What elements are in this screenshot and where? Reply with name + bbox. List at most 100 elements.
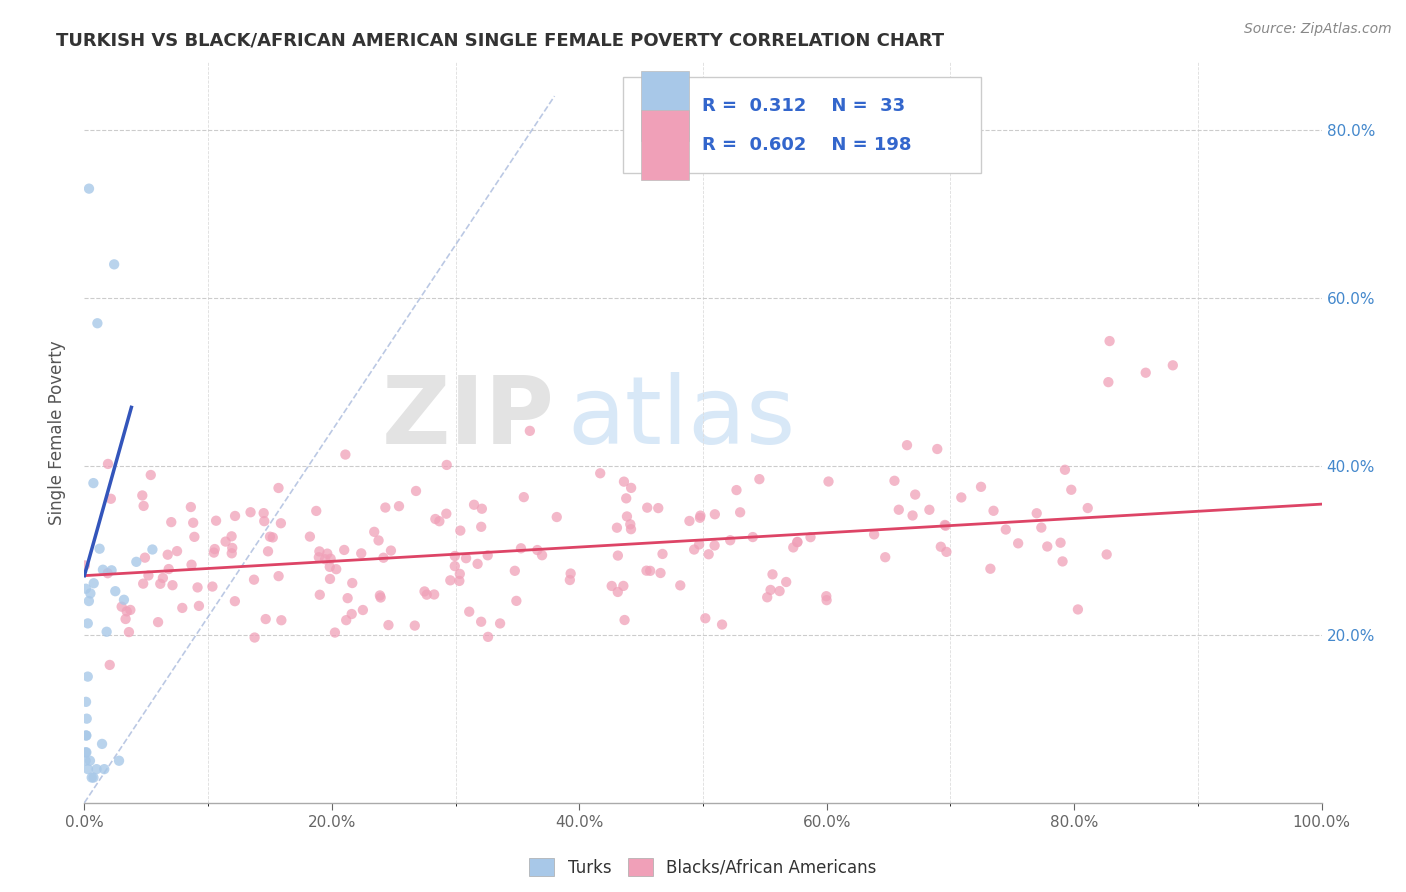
Point bbox=[650, 566, 672, 580]
Point bbox=[606, 585, 628, 599]
Point bbox=[270, 516, 292, 531]
Point bbox=[1098, 334, 1121, 348]
Point bbox=[689, 508, 711, 523]
Point bbox=[91, 737, 114, 751]
Point bbox=[75, 695, 97, 709]
Point bbox=[1031, 520, 1053, 534]
Y-axis label: Single Female Poverty: Single Female Poverty bbox=[48, 341, 66, 524]
Point bbox=[1077, 501, 1099, 516]
Point bbox=[775, 574, 797, 589]
Text: R =  0.312    N =  33: R = 0.312 N = 33 bbox=[702, 97, 905, 115]
Point bbox=[221, 546, 243, 560]
Point bbox=[513, 490, 536, 504]
Point bbox=[319, 559, 342, 574]
Point bbox=[340, 607, 363, 621]
Point bbox=[187, 581, 209, 595]
Point bbox=[380, 543, 402, 558]
Point bbox=[333, 543, 356, 558]
Point bbox=[560, 566, 582, 581]
Point bbox=[606, 521, 628, 535]
Point bbox=[786, 535, 808, 549]
Text: R =  0.602    N = 198: R = 0.602 N = 198 bbox=[702, 136, 911, 154]
Point bbox=[863, 527, 886, 541]
Point bbox=[434, 507, 457, 521]
Point bbox=[89, 541, 111, 556]
Point bbox=[651, 547, 673, 561]
Point bbox=[352, 603, 374, 617]
Point bbox=[782, 541, 804, 555]
Point bbox=[132, 576, 155, 591]
Point bbox=[519, 424, 541, 438]
Point bbox=[97, 457, 120, 471]
Point bbox=[413, 584, 436, 599]
Point bbox=[423, 587, 446, 601]
Point bbox=[202, 546, 225, 560]
Point bbox=[1095, 548, 1118, 562]
Point bbox=[152, 571, 174, 585]
Point bbox=[253, 514, 276, 528]
Point bbox=[91, 563, 114, 577]
Point bbox=[620, 481, 643, 495]
Point bbox=[477, 549, 499, 563]
Point bbox=[477, 630, 499, 644]
Point bbox=[259, 530, 281, 544]
Point bbox=[1052, 554, 1074, 568]
Point bbox=[270, 613, 292, 627]
Point bbox=[901, 508, 924, 523]
Point bbox=[703, 539, 725, 553]
Point bbox=[449, 524, 471, 538]
Point bbox=[93, 762, 115, 776]
Point bbox=[815, 593, 838, 607]
Point bbox=[510, 541, 533, 556]
Point bbox=[350, 546, 373, 560]
Point bbox=[979, 562, 1001, 576]
Point bbox=[1049, 535, 1071, 549]
Point bbox=[918, 503, 941, 517]
Point bbox=[180, 558, 202, 572]
Point bbox=[180, 500, 202, 514]
Text: Source: ZipAtlas.com: Source: ZipAtlas.com bbox=[1244, 22, 1392, 37]
Point bbox=[883, 474, 905, 488]
Point bbox=[1060, 483, 1083, 497]
Point bbox=[79, 754, 101, 768]
Point bbox=[904, 487, 927, 501]
Point bbox=[620, 522, 643, 536]
Point bbox=[619, 517, 641, 532]
Point bbox=[257, 544, 280, 558]
Point bbox=[388, 499, 411, 513]
Point bbox=[204, 542, 226, 557]
Point bbox=[205, 514, 228, 528]
Point bbox=[214, 534, 236, 549]
Point bbox=[262, 530, 284, 544]
Point bbox=[160, 515, 183, 529]
Point bbox=[817, 475, 839, 489]
Point bbox=[104, 584, 127, 599]
Point bbox=[929, 540, 952, 554]
Point bbox=[367, 533, 389, 548]
Point bbox=[697, 547, 720, 561]
Point bbox=[994, 523, 1017, 537]
Point bbox=[636, 500, 658, 515]
Point bbox=[606, 549, 628, 563]
Point bbox=[98, 657, 121, 672]
Point bbox=[489, 616, 512, 631]
Point bbox=[436, 458, 458, 472]
Point bbox=[589, 467, 612, 481]
Point bbox=[505, 594, 527, 608]
FancyBboxPatch shape bbox=[623, 78, 981, 173]
Point bbox=[77, 762, 100, 776]
Point bbox=[108, 754, 131, 768]
Point bbox=[335, 448, 357, 462]
Point bbox=[131, 488, 153, 502]
Point bbox=[1007, 536, 1029, 550]
Point bbox=[377, 618, 399, 632]
Point bbox=[100, 563, 122, 577]
Point bbox=[404, 618, 426, 632]
Point bbox=[454, 551, 477, 566]
Point bbox=[759, 582, 782, 597]
Point bbox=[614, 491, 637, 506]
Point bbox=[166, 544, 188, 558]
Point bbox=[115, 604, 138, 618]
Point bbox=[243, 573, 266, 587]
Point bbox=[669, 578, 692, 592]
